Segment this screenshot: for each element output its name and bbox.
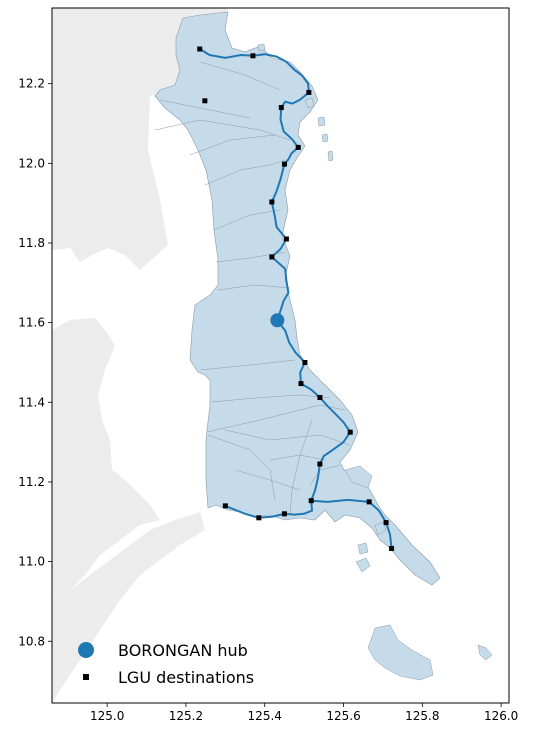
lgu-destination-marker	[383, 520, 389, 526]
lgu-destination-marker	[281, 161, 287, 167]
y-axis: 10.8 11.0 11.2 11.4 11.6 11.8 12.0 12.2	[18, 77, 52, 648]
y-tick-label: 10.8	[18, 634, 45, 648]
lgu-destination-marker	[197, 46, 203, 52]
y-tick-label: 11.4	[18, 395, 45, 409]
lgu-destination-marker	[283, 236, 289, 242]
legend-destination-marker	[83, 674, 89, 680]
lgu-destination-marker	[295, 144, 301, 150]
lgu-destination-marker	[256, 515, 262, 521]
y-tick-label: 11.0	[18, 555, 45, 569]
y-tick-label: 11.2	[18, 475, 45, 489]
y-tick-label: 11.8	[18, 236, 45, 250]
lgu-destination-marker	[250, 53, 256, 59]
lgu-destination-marker	[308, 498, 314, 504]
lgu-destination-marker	[269, 199, 275, 205]
lgu-destination-marker	[317, 395, 323, 401]
y-tick-label: 12.2	[18, 77, 45, 91]
lgu-destination-marker	[366, 499, 372, 505]
lgu-destination-marker	[302, 359, 308, 365]
offshore-islands	[257, 43, 493, 681]
x-tick-label: 125.0	[90, 709, 124, 723]
x-tick-label: 125.8	[405, 709, 439, 723]
lgu-destination-marker	[298, 381, 304, 387]
axes-frame	[51, 7, 510, 704]
lgu-destination-marker	[202, 98, 208, 104]
legend: BORONGAN hub LGU destinations	[78, 641, 254, 687]
lgu-destination-marker	[281, 511, 287, 517]
lgu-destination-markers	[197, 46, 395, 551]
x-tick-label: 126.0	[484, 709, 518, 723]
y-tick-label: 11.6	[18, 316, 45, 330]
lgu-destination-marker	[347, 429, 353, 435]
legend-hub-label: BORONGAN hub	[118, 641, 248, 660]
lgu-destination-marker	[222, 503, 228, 509]
samar-island-land	[52, 8, 228, 600]
y-tick-label: 12.0	[18, 156, 45, 170]
southern-land	[52, 512, 205, 703]
lgu-destination-marker	[317, 461, 323, 467]
lgu-destination-marker	[389, 545, 395, 551]
borongan-hub-marker	[270, 313, 285, 328]
x-tick-label: 125.6	[326, 709, 360, 723]
legend-destinations-label: LGU destinations	[118, 668, 254, 687]
legend-hub-marker	[78, 642, 94, 658]
x-tick-label: 125.2	[169, 709, 203, 723]
lgu-destination-marker	[278, 105, 284, 111]
lgu-destination-marker	[306, 89, 312, 95]
x-axis: 125.0 125.2 125.4 125.6 125.8 126.0	[90, 703, 518, 723]
x-tick-label: 125.4	[248, 709, 282, 723]
lgu-destination-marker	[269, 254, 275, 260]
